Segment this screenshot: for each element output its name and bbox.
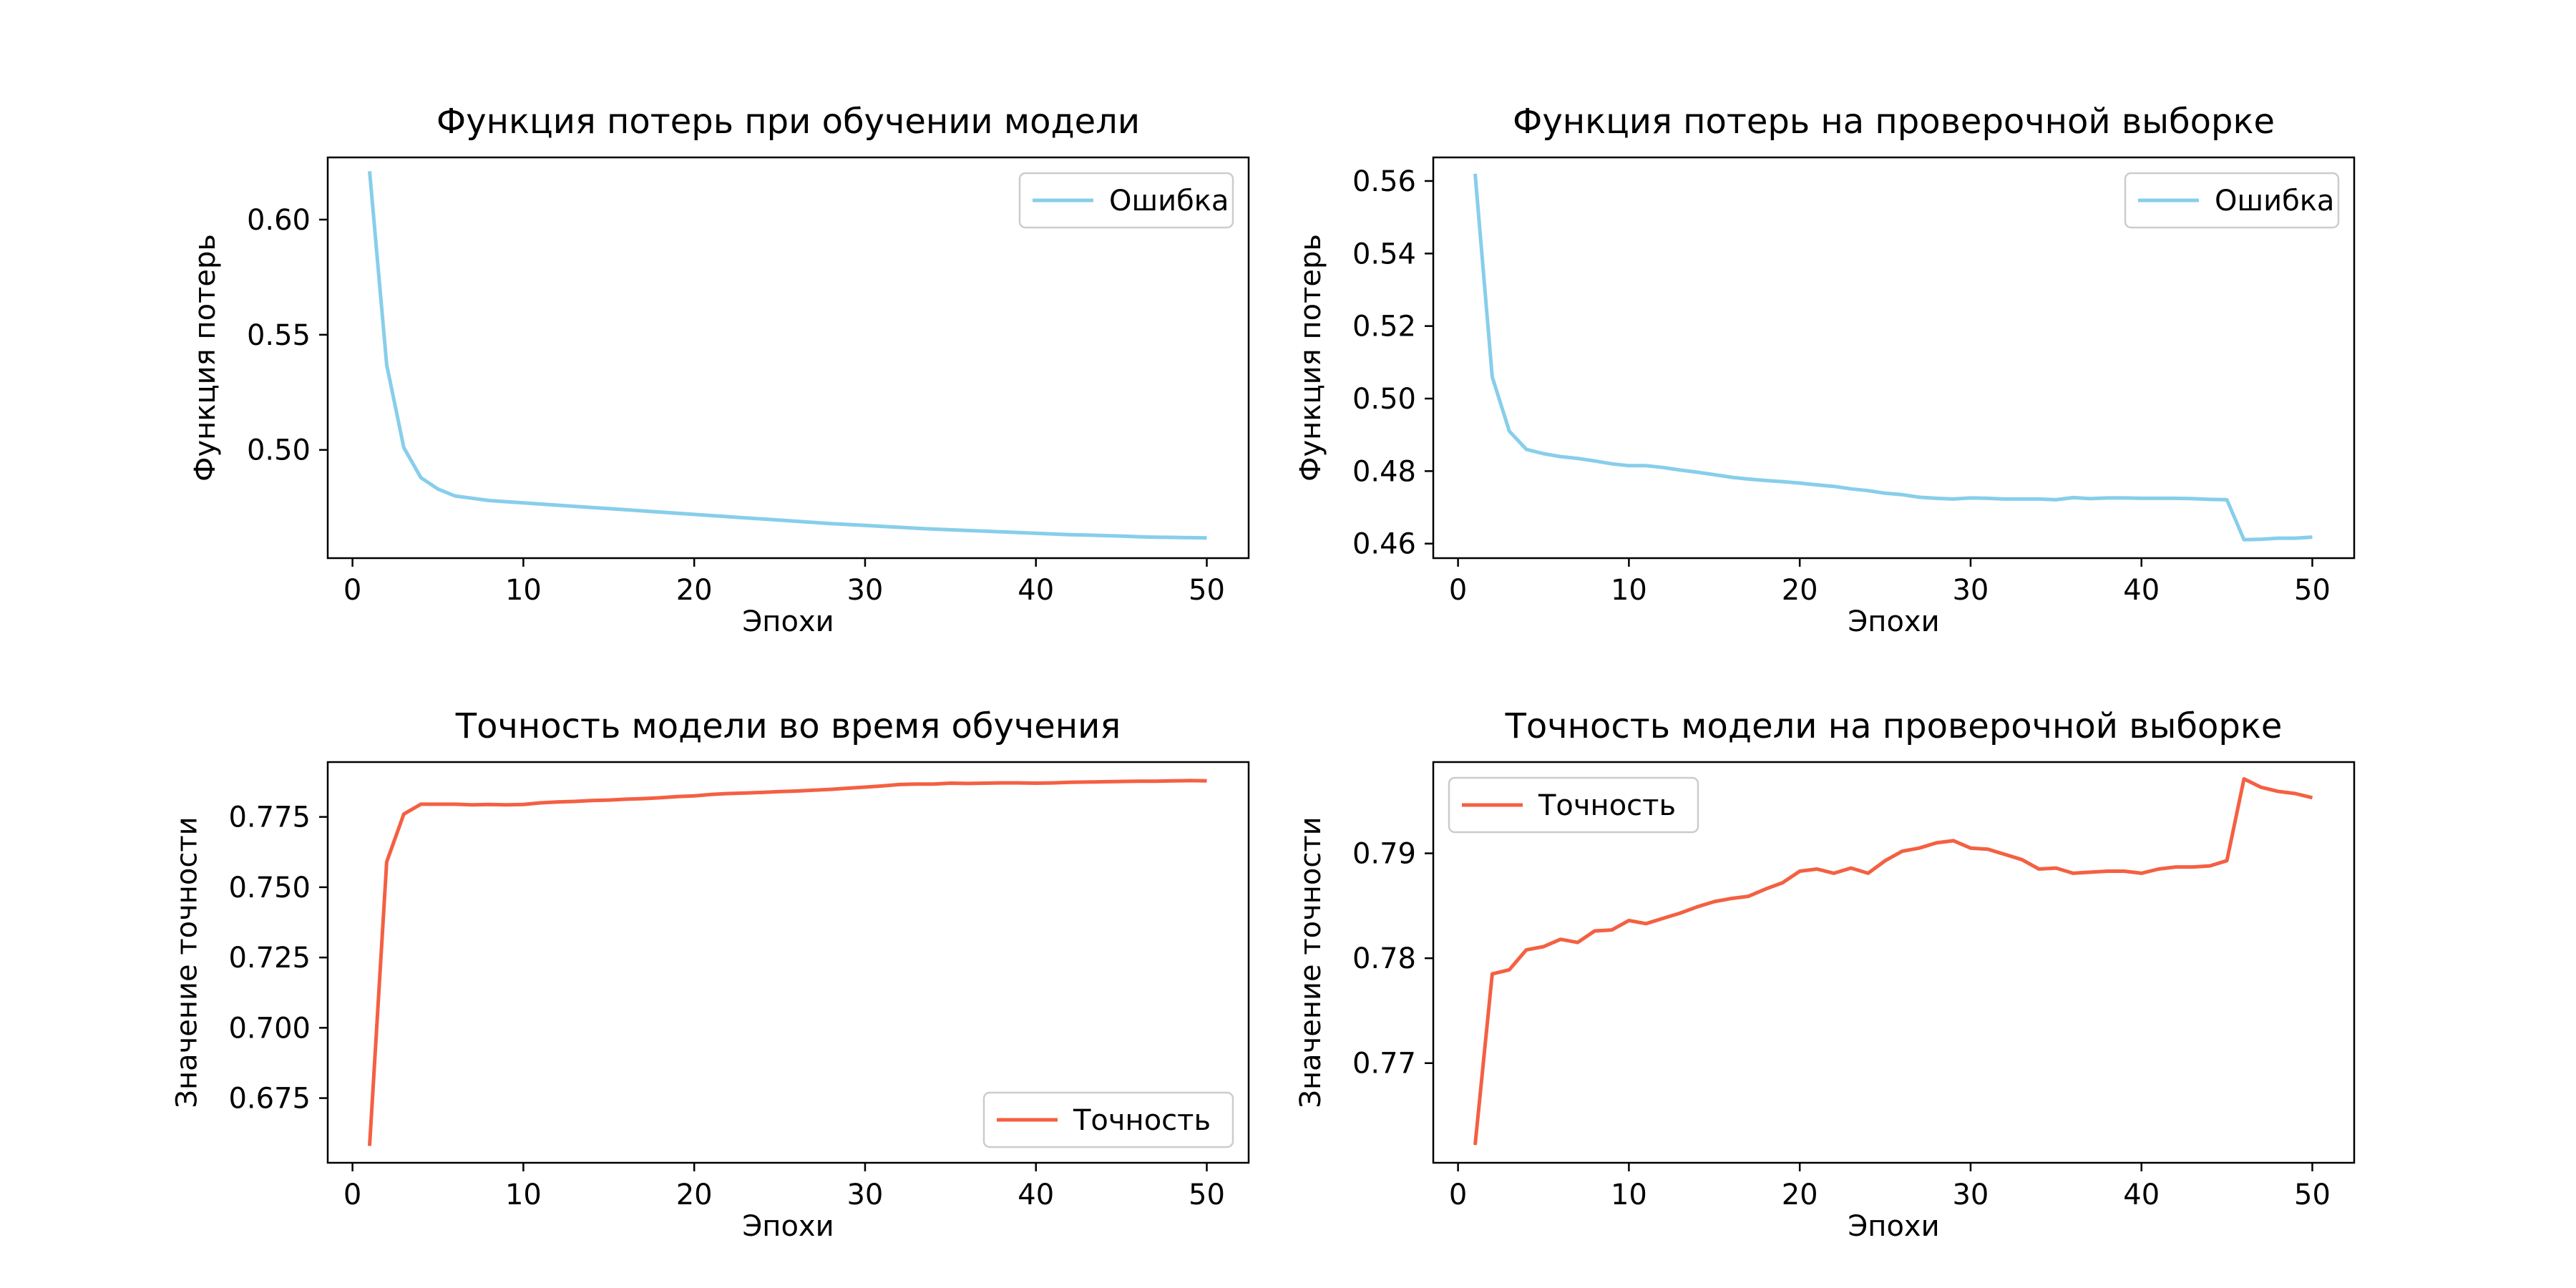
train-loss-legend-label: Ошибка <box>1109 185 1229 218</box>
train-accuracy-legend-label: Точность <box>1073 1104 1211 1137</box>
validation-loss-ytick-label: 0.50 <box>1352 383 1416 416</box>
subplot-validation-accuracy: Точность модели на проверочной выборке 0 1… <box>1294 706 2356 1243</box>
train-accuracy-legend-box <box>982 1091 1234 1148</box>
train-accuracy-xlabel: Эпохи <box>742 1210 834 1243</box>
train-accuracy-xtick-label: 0 <box>343 1179 361 1211</box>
validation-accuracy-xtick-label: 50 <box>2294 1179 2331 1211</box>
train-accuracy-ytick-label: 0.700 <box>228 1012 311 1045</box>
train-loss-series-line <box>368 171 1207 540</box>
validation-loss-series-line <box>1473 173 2313 542</box>
validation-loss-title: Функция потерь на проверочной выборке <box>1513 102 2275 142</box>
validation-accuracy-ytick-label: 0.79 <box>1352 838 1416 871</box>
validation-loss-xtick-label: 10 <box>1611 574 1647 607</box>
train-accuracy-axes-frame <box>326 761 1250 1164</box>
train-accuracy-title: Точность модели во время обучения <box>455 706 1121 746</box>
validation-loss-xtick-label: 30 <box>1952 574 1989 607</box>
train-loss-xtick-label: 50 <box>1189 574 1225 607</box>
validation-loss-xtick-label: 40 <box>2123 574 2160 607</box>
validation-accuracy-xtick-label: 40 <box>2123 1179 2160 1211</box>
train-loss-xtick-label: 10 <box>505 574 542 607</box>
validation-accuracy-ytick-label: 0.78 <box>1352 942 1416 975</box>
validation-loss-ytick-label: 0.46 <box>1352 528 1416 561</box>
validation-accuracy-legend-box <box>1448 776 1699 834</box>
train-loss-ylabel: Функция потерь <box>189 234 222 482</box>
validation-loss-ytick-label: 0.56 <box>1352 165 1416 198</box>
validation-accuracy-xtick-label: 10 <box>1611 1179 1647 1211</box>
train-accuracy-ytick-label: 0.775 <box>228 801 311 834</box>
train-loss-xtick-label: 40 <box>1018 574 1054 607</box>
validation-accuracy-xtick-label: 30 <box>1952 1179 1989 1211</box>
validation-accuracy-xlabel: Эпохи <box>1848 1210 1939 1243</box>
validation-accuracy-legend-label: Точность <box>1538 789 1676 822</box>
train-accuracy-xtick-label: 10 <box>505 1179 542 1211</box>
train-loss-ytick-label: 0.50 <box>247 434 311 467</box>
train-accuracy-ytick-label: 0.750 <box>228 872 311 904</box>
train-accuracy-ylabel: Значение точности <box>171 816 204 1108</box>
subplot-train-loss: Функция потерь при обучении модели 0 10 20 3… <box>189 102 1250 638</box>
train-accuracy-ytick-label: 0.675 <box>228 1083 311 1116</box>
train-loss-xtick-label: 0 <box>343 574 361 607</box>
validation-loss-legend-label: Ошибка <box>2215 185 2334 218</box>
subplot-validation-loss: Функция потерь на проверочной выборке 0 10… <box>1294 102 2356 638</box>
train-loss-xlabel: Эпохи <box>742 605 834 638</box>
train-accuracy-xtick-label: 40 <box>1018 1179 1054 1211</box>
validation-accuracy-ylabel: Значение точности <box>1294 816 1327 1108</box>
train-accuracy-xtick-label: 20 <box>676 1179 713 1211</box>
train-loss-ytick-label: 0.55 <box>247 319 311 352</box>
validation-loss-xtick-label: 20 <box>1782 574 1818 607</box>
validation-loss-xtick-label: 0 <box>1449 574 1467 607</box>
train-loss-title: Функция потерь при обучении модели <box>436 102 1140 142</box>
validation-accuracy-axes-frame <box>1432 761 2356 1164</box>
validation-loss-ylabel: Функция потерь <box>1294 234 1327 482</box>
train-loss-xtick-label: 20 <box>676 574 713 607</box>
train-loss-legend-box <box>1018 172 1234 229</box>
validation-loss-ytick-label: 0.52 <box>1352 311 1416 343</box>
subplot-train-accuracy: Точность модели во время обучения 0 10 20 30… <box>171 706 1250 1243</box>
validation-loss-ytick-label: 0.48 <box>1352 455 1416 488</box>
train-loss-xtick-label: 30 <box>847 574 883 607</box>
validation-accuracy-ytick-label: 0.77 <box>1352 1048 1416 1080</box>
train-loss-ytick-label: 0.60 <box>247 204 311 237</box>
validation-accuracy-xtick-label: 0 <box>1449 1179 1467 1211</box>
validation-loss-legend-box <box>2124 172 2340 229</box>
validation-accuracy-title: Точность модели на проверочной выборке <box>1505 706 2283 746</box>
validation-loss-axes-frame <box>1432 156 2356 560</box>
train-accuracy-xtick-label: 50 <box>1189 1179 1225 1211</box>
train-accuracy-xtick-label: 30 <box>847 1179 883 1211</box>
validation-loss-ytick-label: 0.54 <box>1352 238 1416 270</box>
train-accuracy-ytick-label: 0.725 <box>228 942 311 975</box>
train-accuracy-series-line <box>368 779 1207 1146</box>
validation-loss-xtick-label: 50 <box>2294 574 2331 607</box>
validation-accuracy-series-line <box>1473 777 2313 1146</box>
validation-loss-xlabel: Эпохи <box>1848 605 1939 638</box>
validation-accuracy-xtick-label: 20 <box>1782 1179 1818 1211</box>
train-loss-axes-frame <box>326 156 1250 560</box>
